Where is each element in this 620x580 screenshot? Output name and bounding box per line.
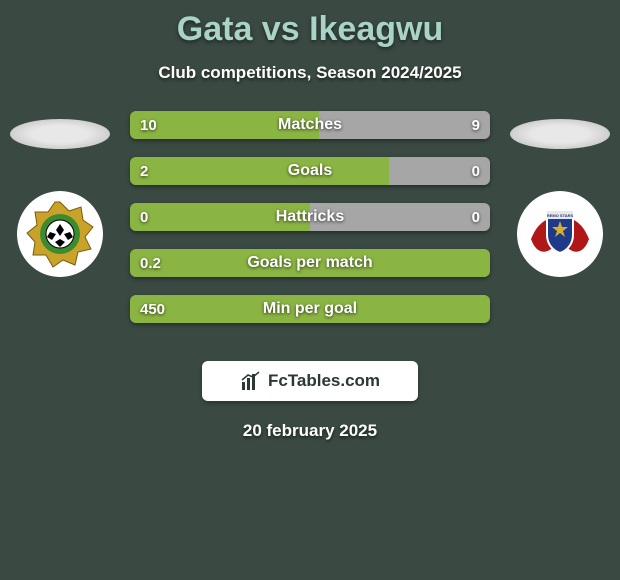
stat-label: Goals per match	[130, 249, 490, 277]
date-text: 20 february 2025	[0, 421, 620, 441]
club-badge-right: REMO STARS	[517, 191, 603, 277]
player-left-column	[10, 111, 110, 277]
stats-block: 109Matches 20Goals 00Hattricks 0.2Goals per…	[130, 111, 490, 341]
stat-bar: 109Matches	[130, 111, 490, 139]
stat-label: Min per goal	[130, 295, 490, 323]
svg-text:REMO STARS: REMO STARS	[547, 213, 574, 218]
chart-icon	[240, 370, 262, 392]
club-crest-right-icon: REMO STARS	[521, 195, 599, 273]
player-right-column: REMO STARS	[510, 111, 610, 277]
page-title: Gata vs Ikeagwu	[0, 0, 620, 49]
stat-label: Matches	[130, 111, 490, 139]
stat-label: Goals	[130, 157, 490, 185]
footer-brand-text: FcTables.com	[268, 371, 380, 391]
main-row: REMO STARS 109Matches 20Goals 00Hattricks 0…	[0, 111, 620, 351]
stat-bar: 0.2Goals per match	[130, 249, 490, 277]
player-silhouette-left	[10, 119, 110, 149]
comparison-infographic: Gata vs Ikeagwu Club competitions, Seaso…	[0, 0, 620, 580]
page-subtitle: Club competitions, Season 2024/2025	[0, 63, 620, 83]
stat-label: Hattricks	[130, 203, 490, 231]
stat-bar: 00Hattricks	[130, 203, 490, 231]
stat-bar: 450Min per goal	[130, 295, 490, 323]
club-crest-left-icon	[25, 199, 95, 269]
footer-brand-badge: FcTables.com	[202, 361, 418, 401]
club-badge-left	[17, 191, 103, 277]
player-silhouette-right	[510, 119, 610, 149]
stat-bar: 20Goals	[130, 157, 490, 185]
